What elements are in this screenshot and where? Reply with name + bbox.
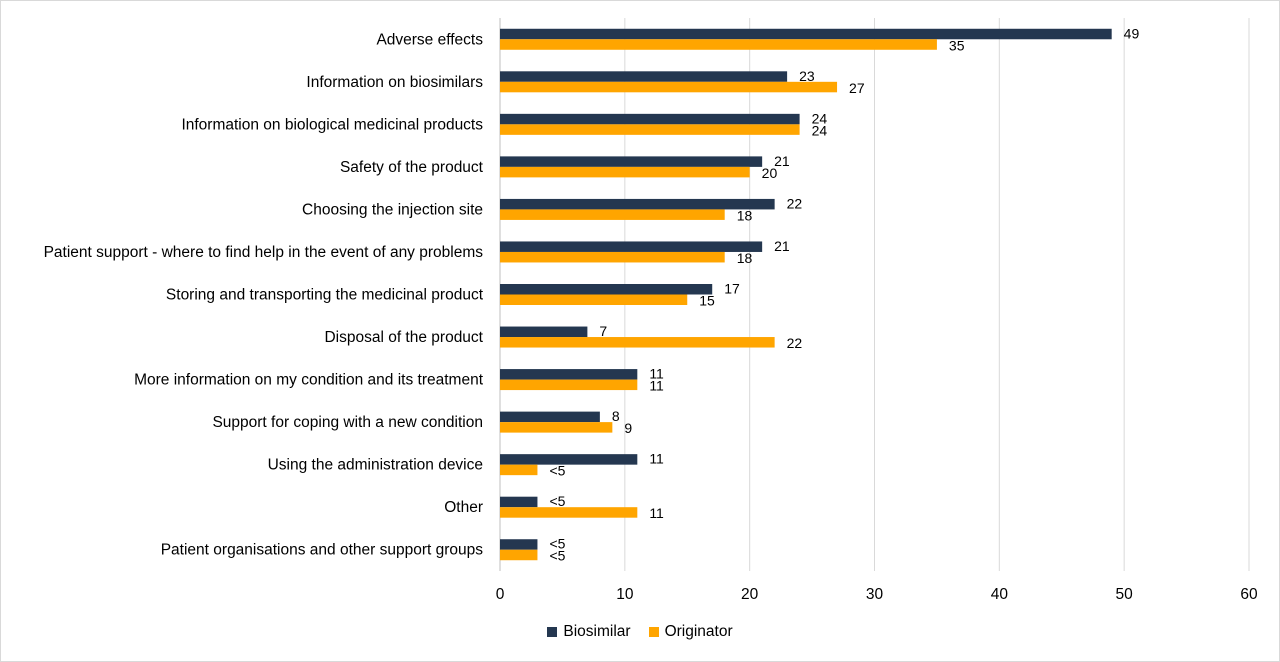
bar-chart: 0 10 20 30 40 50 60 Adverse effects 49 35 Informat… bbox=[44, 18, 1258, 603]
bar-biosimilar bbox=[500, 71, 788, 82]
legend-label-biosimilar: Biosimilar bbox=[563, 623, 631, 640]
data-label-originator: 15 bbox=[699, 293, 715, 309]
data-label-biosimilar: 24 bbox=[812, 110, 828, 126]
bar-biosimilar bbox=[500, 241, 763, 252]
data-label-biosimilar: 49 bbox=[1124, 25, 1140, 41]
bar-originator bbox=[500, 422, 613, 433]
bar-biosimilar bbox=[500, 454, 638, 465]
category-label: Other bbox=[444, 499, 483, 516]
category-label: Information on biological medicinal prod… bbox=[181, 116, 483, 133]
bar-originator bbox=[500, 166, 750, 178]
bar-biosimilar bbox=[500, 198, 775, 210]
bar-biosimilar bbox=[500, 496, 538, 508]
bar-originator bbox=[500, 124, 800, 135]
x-tick-label: 20 bbox=[741, 586, 759, 603]
data-label-biosimilar: 23 bbox=[799, 68, 815, 84]
data-label-biosimilar: 8 bbox=[612, 408, 620, 424]
bar-biosimilar bbox=[500, 326, 588, 338]
bar-biosimilar bbox=[500, 113, 800, 125]
category-label: Disposal of the product bbox=[324, 329, 483, 346]
bar-biosimilar bbox=[500, 156, 763, 167]
bar-biosimilar bbox=[500, 411, 600, 423]
data-label-originator: 18 bbox=[737, 250, 753, 266]
category-label: Patient organisations and other support … bbox=[161, 542, 484, 559]
category-label: Information on biosimilars bbox=[306, 74, 483, 91]
bar-originator bbox=[500, 81, 838, 93]
legend-item-originator: Originator bbox=[648, 623, 733, 641]
category-label: Support for coping with a new condition bbox=[212, 414, 483, 431]
data-label-biosimilar: 11 bbox=[649, 451, 664, 467]
category-label: Choosing the injection site bbox=[302, 201, 483, 218]
legend-label-originator: Originator bbox=[664, 623, 733, 640]
x-tick-label: 60 bbox=[1240, 586, 1258, 603]
data-label-biosimilar: 21 bbox=[774, 238, 790, 254]
data-label-biosimilar: <5 bbox=[549, 536, 565, 552]
bar-originator bbox=[500, 464, 538, 476]
x-tick-label: 30 bbox=[866, 586, 884, 603]
category-label: Adverse effects bbox=[376, 31, 483, 48]
data-label-originator: 9 bbox=[624, 420, 632, 436]
data-label-biosimilar: 11 bbox=[649, 366, 664, 382]
data-label-originator: 20 bbox=[762, 165, 778, 181]
bar-originator bbox=[500, 379, 638, 391]
data-label-originator: 27 bbox=[849, 80, 865, 96]
data-label-originator: 18 bbox=[737, 207, 753, 223]
data-label-biosimilar: 21 bbox=[774, 153, 790, 169]
data-label-originator: 24 bbox=[812, 122, 828, 138]
bar-originator bbox=[500, 209, 725, 220]
bar-biosimilar bbox=[500, 28, 1112, 40]
data-label-originator: 11 bbox=[649, 505, 664, 521]
legend: Biosimilar Originator bbox=[1, 623, 1279, 641]
category-label: Using the administration device bbox=[268, 457, 483, 474]
category-label: Safety of the product bbox=[340, 159, 484, 176]
data-label-biosimilar: 7 bbox=[599, 323, 607, 339]
bar-originator bbox=[500, 251, 725, 263]
bar-biosimilar bbox=[500, 539, 538, 550]
data-label-biosimilar: 22 bbox=[787, 195, 803, 211]
data-label-originator: <5 bbox=[549, 548, 565, 564]
data-label-originator: 35 bbox=[949, 37, 965, 53]
x-tick-label: 0 bbox=[496, 586, 505, 603]
bar-originator bbox=[500, 294, 688, 305]
category-label: Storing and transporting the medicinal p… bbox=[166, 287, 484, 304]
data-label-originator: 22 bbox=[787, 335, 803, 351]
x-tick-label: 40 bbox=[991, 586, 1009, 603]
category-label: Patient support - where to find help in … bbox=[44, 244, 484, 261]
legend-swatch-biosimilar bbox=[547, 627, 558, 637]
legend-item-biosimilar: Biosimilar bbox=[547, 623, 631, 641]
bar-originator bbox=[500, 337, 775, 348]
data-label-originator: 11 bbox=[649, 378, 664, 394]
bar-biosimilar bbox=[500, 284, 713, 295]
bar-biosimilar bbox=[500, 369, 638, 380]
bar-originator bbox=[500, 507, 638, 518]
category-label: More information on my condition and its… bbox=[134, 372, 484, 389]
legend-swatch-originator bbox=[648, 627, 659, 637]
data-label-biosimilar: 17 bbox=[724, 281, 740, 297]
data-label-biosimilar: <5 bbox=[549, 493, 565, 509]
bar-originator bbox=[500, 549, 538, 561]
x-tick-label: 50 bbox=[1116, 586, 1134, 603]
x-tick-label: 10 bbox=[616, 586, 634, 603]
data-label-originator: <5 bbox=[549, 463, 565, 479]
bar-originator bbox=[500, 39, 937, 50]
